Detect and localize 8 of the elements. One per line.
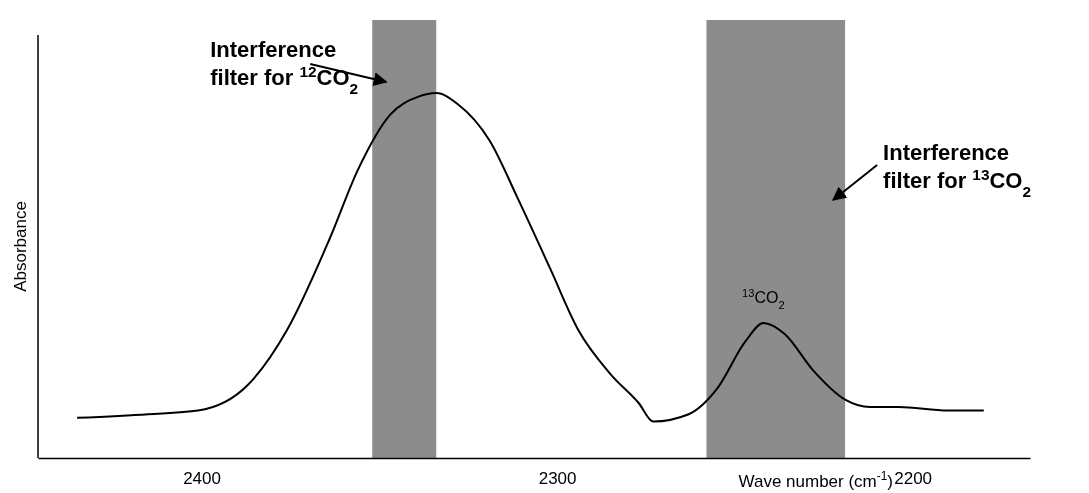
y-axis-title: Absorbance: [11, 201, 30, 292]
annotation: $^{13}$CO$_{2}$: [741, 286, 785, 311]
band-label: Interference filter for $^{13}$CO$_{2}$: [883, 140, 1032, 200]
band-label: Interference filter for $^{12}$CO$_{2}$: [210, 37, 359, 97]
x-tick-label: 2200: [894, 469, 933, 489]
x-tick-label: 2300: [538, 469, 577, 489]
x-axis-title: Wave number (cm$^{-1}$): [738, 469, 893, 491]
x-tick-label: 2400: [183, 469, 221, 489]
